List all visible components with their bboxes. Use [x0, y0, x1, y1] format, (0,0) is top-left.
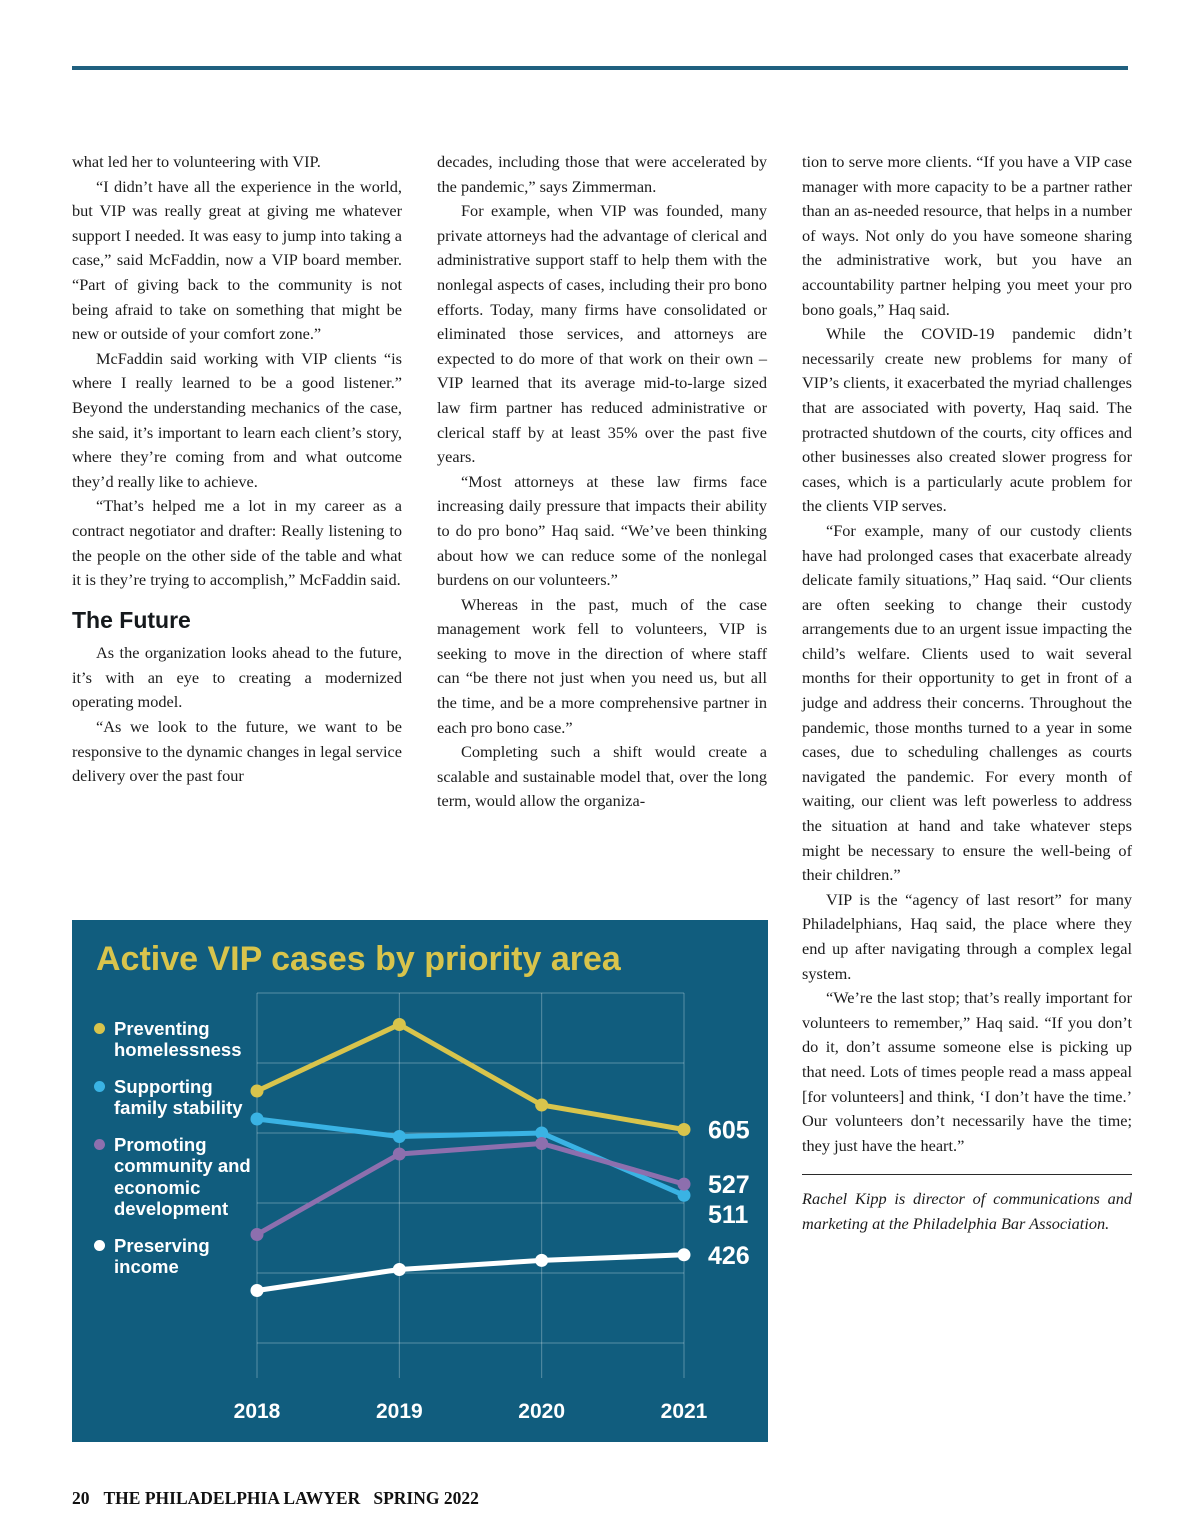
body-paragraph: tion to serve more clients. “If you have… — [802, 152, 1132, 319]
body-paragraph: Whereas in the past, much of the case ma… — [437, 594, 767, 737]
legend-item: Preventing homelessness — [94, 1018, 256, 1061]
body-paragraph: For example, when VIP was founded, many … — [437, 201, 767, 467]
body-paragraph: “That’s helped me a lot in my career as … — [72, 496, 402, 590]
column-3: tion to serve more clients. “If you have… — [802, 150, 1132, 1237]
svg-text:426: 426 — [708, 1242, 750, 1270]
body-paragraph: “Most attorneys at these law firms face … — [437, 471, 767, 590]
legend-dot-icon — [94, 1138, 105, 1150]
body-paragraph: “For example, many of our custody client… — [802, 520, 1132, 885]
svg-text:2020: 2020 — [518, 1400, 565, 1423]
legend-label: Supporting family stability — [114, 1075, 243, 1119]
legend-dot-icon — [94, 1239, 105, 1251]
article-columns: what led her to volunteering with VIP. “… — [72, 150, 1133, 1237]
section-heading-the-future: The Future — [72, 606, 191, 633]
footer-issue: SPRING 2022 — [373, 1488, 479, 1508]
legend-item: Promoting community and economic develop… — [94, 1134, 256, 1220]
top-rule — [72, 66, 1128, 70]
column-2: decades, including those that were accel… — [437, 150, 767, 1237]
svg-text:605: 605 — [708, 1117, 750, 1145]
svg-text:2018: 2018 — [234, 1400, 281, 1423]
legend-dot-icon — [94, 1080, 105, 1092]
footer-publication: THE PHILADELPHIA LAWYER — [103, 1488, 361, 1508]
body-paragraph: Completing such a shift would create a s… — [437, 742, 767, 811]
legend-label: Promoting community and economic develop… — [114, 1133, 251, 1220]
body-paragraph: what led her to volunteering with VIP. — [72, 152, 321, 171]
body-paragraph: “We’re the last stop; that’s really impo… — [802, 988, 1132, 1155]
chart-active-vip-cases: Active VIP cases by priority area Preven… — [72, 920, 768, 1442]
chart-title: Active VIP cases by priority area — [96, 940, 621, 978]
author-bio-text: Rachel Kipp is director of communication… — [802, 1189, 1132, 1233]
svg-text:2019: 2019 — [376, 1400, 423, 1423]
body-paragraph: decades, including those that were accel… — [437, 152, 767, 196]
author-bio: Rachel Kipp is director of communication… — [802, 1174, 1132, 1236]
body-paragraph: While the COVID-19 pandemic didn’t neces… — [802, 324, 1132, 516]
footer-page-number: 20 — [72, 1488, 90, 1508]
body-paragraph: VIP is the “agency of last resort” for m… — [802, 889, 1132, 983]
page-footer: 20 THE PHILADELPHIA LAWYER SPRING 2022 — [72, 1488, 479, 1509]
body-paragraph: As the organization looks ahead to the f… — [72, 643, 402, 712]
legend-label: Preserving income — [114, 1234, 210, 1278]
chart-legend: Preventing homelessness Supporting family… — [94, 1018, 256, 1293]
body-paragraph: “I didn’t have all the experience in the… — [72, 176, 402, 344]
legend-dot-icon — [94, 1023, 105, 1034]
svg-text:527: 527 — [708, 1171, 750, 1199]
legend-item: Supporting family stability — [94, 1076, 256, 1119]
body-paragraph: McFaddin said working with VIP clients “… — [72, 348, 402, 491]
column-1: what led her to volunteering with VIP. “… — [72, 150, 402, 1237]
legend-item: Preserving income — [94, 1235, 256, 1278]
legend-label: Preventing homelessness — [114, 1018, 242, 1061]
body-paragraph: “As we look to the future, we want to be… — [72, 717, 402, 786]
svg-text:2021: 2021 — [661, 1400, 708, 1423]
svg-text:511: 511 — [708, 1201, 748, 1229]
